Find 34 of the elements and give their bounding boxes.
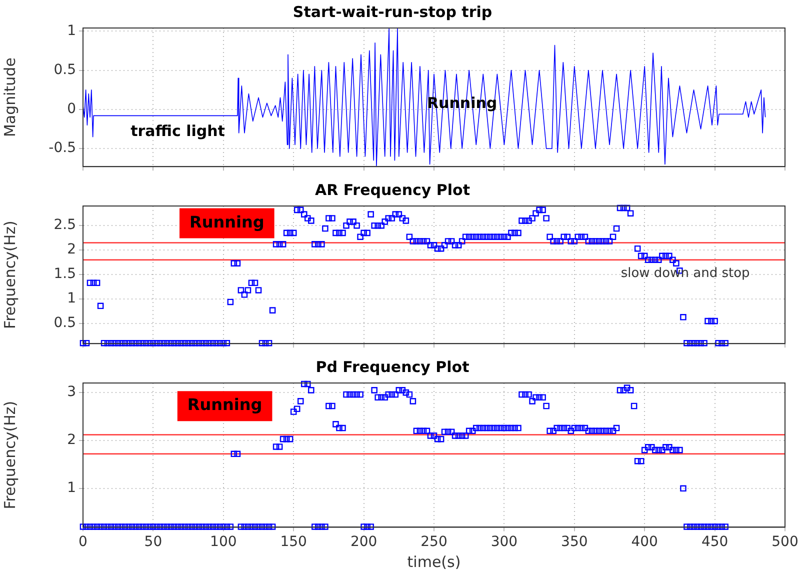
y-tick-label: 2 [67,432,76,448]
y-tick-label: 1 [67,290,76,307]
x-tick-label: 350 [561,534,588,550]
x-tick-label: 150 [280,534,307,550]
x-tick-label: 0 [78,534,88,550]
x-tick-label: 400 [631,534,658,550]
chart-title: Pd Frequency Plot [316,358,470,376]
x-tick-label: 250 [420,534,448,550]
chart-title: Start-wait-run-stop trip [292,2,492,21]
x-tick-label: 50 [144,534,162,550]
y-tick-label: 0 [67,101,76,118]
x-tick-label: 100 [210,534,237,550]
y-axis-title: Frequency(Hz) [0,400,19,510]
x-tick-label: 450 [701,534,728,550]
y-tick-label: 3 [67,384,76,400]
x-tick-label: 200 [350,534,378,550]
y-tick-label: 1 [67,22,76,39]
x-tick-label: 500 [772,534,798,550]
x-axis-title: time(s) [407,552,461,571]
y-tick-label: 0.5 [54,315,76,332]
y-axis-title: Magnitude [0,58,19,138]
y-tick-label: 2 [67,242,76,258]
y-axis-title: Frequency(Hz) [0,220,19,329]
y-tick-label: 2.5 [54,217,76,234]
y-tick-label: 0.5 [54,62,76,78]
y-tick-label: 1.5 [54,266,76,282]
x-tick-label: 300 [490,534,518,550]
annotation: Running [187,395,262,414]
chart-title: AR Frequency Plot [314,180,470,199]
annotation: Running [189,212,264,232]
y-tick-label: -0.5 [48,140,76,156]
annotation: slow down and stop [620,266,750,281]
y-tick-label: 1 [67,480,76,496]
annotation: traffic light [130,122,225,140]
